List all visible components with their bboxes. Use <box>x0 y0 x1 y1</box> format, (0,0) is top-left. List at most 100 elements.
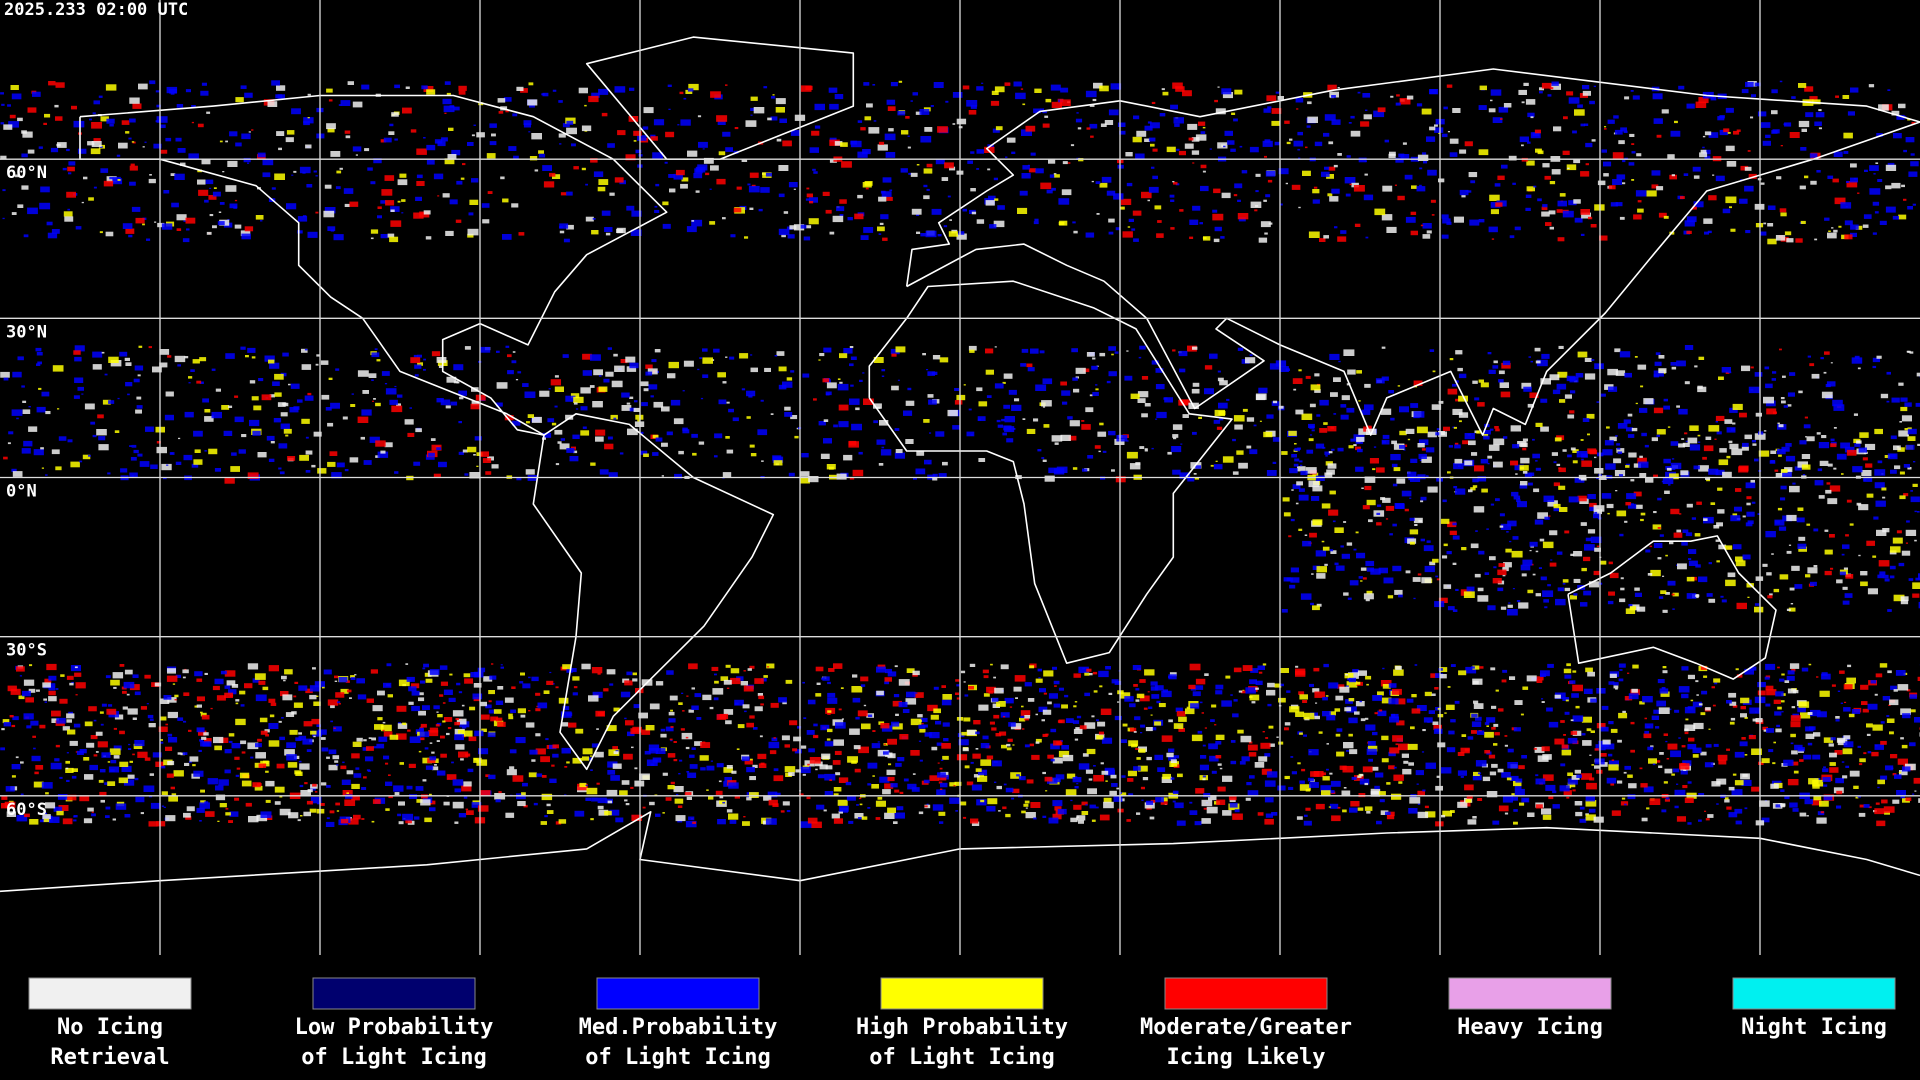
icing-pixel <box>535 748 546 755</box>
icing-pixel <box>1800 712 1811 719</box>
icing-pixel <box>800 821 812 828</box>
icing-pixel <box>402 722 407 725</box>
icing-pixel <box>1774 711 1782 716</box>
icing-pixel <box>710 760 713 762</box>
icing-pixel <box>51 449 60 455</box>
icing-pixel <box>1572 460 1578 464</box>
icing-pixel <box>1778 454 1782 457</box>
icing-pixel <box>1541 808 1552 815</box>
icing-pixel <box>1285 182 1288 185</box>
icing-pixel <box>1464 460 1473 466</box>
icing-pixel <box>374 348 378 350</box>
icing-pixel <box>988 195 996 201</box>
icing-pixel <box>905 400 915 406</box>
icing-pixel <box>1619 351 1631 358</box>
icing-pixel <box>805 85 813 90</box>
icing-pixel <box>1900 596 1909 602</box>
icing-pixel <box>1886 715 1890 717</box>
icing-pixel <box>1917 443 1920 446</box>
icing-pixel <box>1694 365 1698 368</box>
icing-pixel <box>327 699 339 706</box>
icing-pixel <box>1346 407 1355 413</box>
icing-pixel <box>1780 485 1787 490</box>
icing-pixel <box>1599 762 1608 767</box>
icing-pixel <box>1024 717 1030 721</box>
icing-pixel <box>317 729 327 735</box>
icing-pixel <box>1095 388 1099 391</box>
icing-pixel <box>531 416 542 423</box>
icing-pixel <box>1305 375 1311 379</box>
icing-pixel <box>782 381 793 388</box>
icing-pixel <box>68 161 76 166</box>
icing-pixel <box>336 170 342 174</box>
icing-pixel <box>1011 151 1016 154</box>
icing-pixel <box>898 701 908 708</box>
icing-pixel <box>1307 116 1318 123</box>
icing-pixel <box>1896 114 1905 120</box>
icing-pixel <box>1758 761 1764 765</box>
icing-pixel <box>93 100 100 105</box>
icing-pixel <box>1008 389 1017 395</box>
icing-pixel <box>1004 697 1014 704</box>
icing-pixel <box>398 722 401 724</box>
icing-pixel <box>1676 529 1682 533</box>
icing-pixel <box>1473 506 1485 513</box>
icing-pixel <box>1547 94 1552 97</box>
icing-pixel <box>1520 481 1528 486</box>
icing-pixel <box>1787 688 1796 694</box>
icing-pixel <box>1841 473 1844 475</box>
icing-pixel <box>1572 130 1577 134</box>
icing-pixel <box>1842 544 1850 549</box>
icing-pixel <box>305 470 311 473</box>
icing-pixel <box>257 738 262 742</box>
icing-pixel <box>686 771 690 773</box>
icing-pixel <box>1864 443 1876 450</box>
icing-pixel <box>1258 237 1268 243</box>
icing-pixel <box>22 409 31 414</box>
icing-pixel <box>1477 595 1489 602</box>
icing-pixel <box>1298 528 1303 531</box>
icing-pixel <box>418 710 426 716</box>
icing-pixel <box>932 473 938 477</box>
icing-pixel <box>1913 461 1916 463</box>
icing-pixel <box>536 773 543 777</box>
icing-pixel <box>1397 195 1405 201</box>
icing-pixel <box>113 686 117 689</box>
icing-pixel <box>1110 83 1122 90</box>
icing-pixel <box>1548 210 1556 215</box>
icing-pixel <box>247 162 250 164</box>
icing-pixel <box>17 204 24 208</box>
icing-pixel <box>127 708 138 715</box>
icing-pixel <box>1548 515 1551 517</box>
icing-pixel <box>630 786 634 789</box>
icing-pixel <box>496 350 500 353</box>
icing-pixel <box>184 356 189 359</box>
icing-pixel <box>1763 396 1774 404</box>
icing-pixel <box>1264 753 1271 757</box>
icing-pixel <box>1631 151 1636 154</box>
icing-pixel <box>1740 165 1749 171</box>
icing-pixel <box>1801 128 1807 132</box>
icing-pixel <box>753 727 758 730</box>
icing-pixel <box>1420 496 1427 501</box>
icing-pixel <box>1452 535 1460 540</box>
icing-pixel <box>726 401 730 404</box>
icing-pixel <box>1225 675 1231 679</box>
icing-pixel <box>1539 87 1544 91</box>
icing-pixel <box>973 774 980 778</box>
icing-pixel <box>1357 448 1363 453</box>
icing-pixel <box>1658 355 1665 359</box>
icing-pixel <box>668 108 671 110</box>
icing-pixel <box>876 666 886 673</box>
icing-pixel <box>1692 206 1697 210</box>
icing-pixel <box>1060 87 1069 93</box>
icing-pixel <box>1547 500 1558 507</box>
icing-pixel <box>1639 701 1645 705</box>
icing-pixel <box>444 112 447 114</box>
icing-pixel <box>1780 145 1783 147</box>
icing-pixel <box>1649 545 1653 548</box>
icing-pixel <box>1809 153 1818 158</box>
icing-pixel <box>1849 523 1854 526</box>
icing-pixel <box>475 394 486 401</box>
icing-pixel <box>1893 133 1902 139</box>
